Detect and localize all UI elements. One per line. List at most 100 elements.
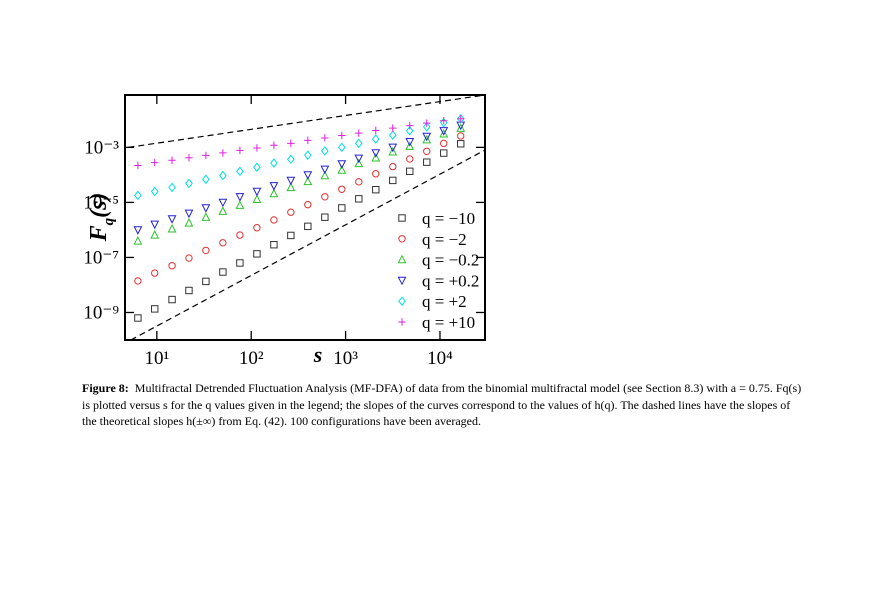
marker-square — [236, 259, 244, 267]
y-axis-label: Fq(s) — [86, 193, 117, 243]
marker-square — [168, 295, 176, 304]
y-label-rest: (s) — [86, 193, 112, 218]
chart: s Fq(s) 10¹ 10² 10³ 10⁴ 10⁻⁹ 10⁻⁷ 10⁻⁵ 10⁻³ q = … — [83, 94, 486, 369]
marker-plus — [372, 126, 380, 135]
legend-label: q = −10 — [422, 209, 475, 228]
marker-triangle — [439, 128, 449, 138]
marker-triangle — [252, 187, 262, 197]
marker-square — [457, 140, 465, 148]
marker-triangle — [269, 188, 279, 198]
marker-diamond — [270, 158, 278, 168]
marker-triangle — [422, 132, 432, 142]
legend-label: q = +10 — [422, 313, 475, 332]
marker-plus — [219, 149, 227, 157]
marker-triangle — [150, 220, 160, 230]
marker-circle — [406, 155, 414, 163]
marker-square — [321, 213, 329, 221]
marker-diamond — [439, 117, 448, 128]
marker-triangle — [303, 176, 313, 186]
marker-circle — [440, 139, 448, 148]
marker-diamond — [371, 134, 380, 144]
marker-diamond — [287, 154, 295, 165]
legend-label: q = −0.2 — [422, 251, 479, 270]
marker-diamond — [321, 146, 329, 156]
marker-triangle — [439, 127, 449, 136]
marker-triangle — [269, 182, 279, 191]
marker-plus — [185, 154, 193, 162]
marker-square — [406, 167, 414, 176]
marker-circle — [236, 231, 244, 239]
marker-square — [287, 231, 295, 240]
marker-square — [338, 204, 346, 212]
marker-diamond — [253, 162, 261, 173]
marker-plus — [168, 156, 176, 164]
y-tick-label: 10⁻⁷ — [83, 247, 119, 268]
marker-plus — [338, 131, 346, 140]
marker-square — [440, 149, 448, 157]
y-label-main: F — [86, 225, 112, 242]
reference-line — [128, 95, 485, 148]
marker-diamond — [337, 142, 346, 153]
marker-diamond — [405, 126, 414, 136]
caption-label: Figure 8: — [82, 381, 129, 395]
legend-label: q = +2 — [422, 292, 467, 311]
marker-plus — [270, 141, 278, 149]
x-axis-label: s — [313, 342, 323, 367]
reference-line — [130, 149, 485, 340]
marker-triangle — [371, 152, 381, 162]
marker-triangle — [388, 146, 398, 156]
marker-plus — [304, 136, 312, 145]
marker-plus — [389, 124, 397, 132]
marker-triangle — [201, 212, 211, 221]
marker-circle — [398, 235, 406, 243]
marker-triangle — [218, 198, 228, 208]
marker-triangle — [184, 209, 194, 219]
marker-square — [389, 176, 397, 185]
marker-circle — [457, 132, 465, 140]
marker-plus — [202, 151, 210, 160]
marker-triangle — [167, 215, 177, 224]
marker-triangle — [405, 138, 415, 147]
marker-diamond — [134, 190, 142, 201]
marker-diamond — [168, 182, 176, 193]
marker-triangle — [422, 134, 432, 144]
marker-triangle — [133, 235, 143, 245]
caption: Figure 8: Multifractal Detrended Fluctua… — [82, 380, 802, 430]
marker-triangle — [354, 158, 364, 168]
marker-circle — [168, 262, 176, 270]
marker-triangle — [388, 143, 398, 153]
marker-diamond — [185, 178, 193, 189]
marker-plus — [398, 318, 406, 326]
marker-square — [423, 158, 431, 166]
marker-triangle — [303, 171, 313, 180]
marker-plus — [355, 129, 363, 137]
marker-triangle — [150, 229, 160, 239]
marker-circle — [219, 239, 227, 247]
marker-circle — [151, 269, 159, 277]
marker-triangle — [235, 193, 245, 202]
marker-triangle — [397, 254, 407, 264]
marker-triangle — [133, 226, 143, 235]
legend-label: q = −2 — [422, 230, 467, 249]
marker-circle — [338, 185, 346, 193]
marker-diamond — [303, 150, 312, 160]
marker-diamond — [456, 113, 465, 124]
marker-diamond — [354, 138, 363, 149]
marker-square — [134, 314, 142, 322]
marker-diamond — [388, 130, 397, 140]
x-tick-label: 10⁴ — [427, 348, 453, 369]
marker-triangle — [218, 206, 228, 215]
marker-triangle — [201, 204, 211, 213]
marker-circle — [287, 208, 295, 216]
marker-diamond — [202, 174, 210, 185]
marker-diamond — [150, 186, 159, 197]
marker-plus — [151, 158, 159, 167]
x-tick-label: 10³ — [333, 348, 358, 369]
marker-triangle — [320, 170, 330, 180]
marker-circle — [202, 246, 210, 255]
marker-circle — [423, 147, 431, 155]
marker-circle — [185, 254, 193, 262]
marker-circle — [355, 178, 363, 186]
marker-square — [202, 277, 210, 286]
